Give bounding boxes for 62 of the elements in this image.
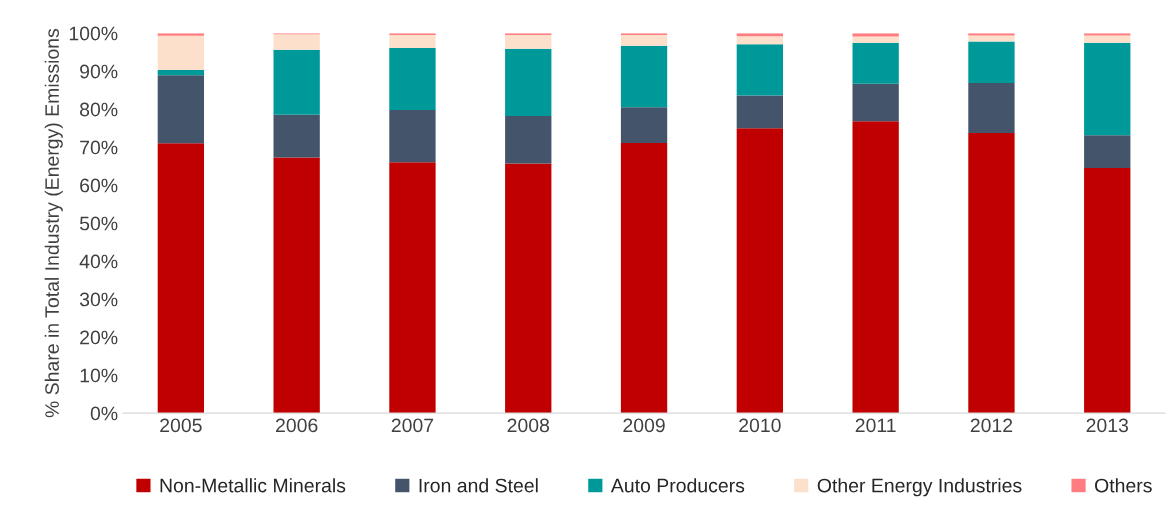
y-tick-label: 20% — [80, 330, 118, 345]
bar — [505, 115, 552, 164]
legend-label: Auto Producers — [610, 478, 745, 493]
x-tick-label: 2011 — [855, 418, 896, 433]
bar — [389, 109, 436, 163]
bar — [1084, 35, 1131, 43]
bar — [157, 143, 205, 414]
bar — [1084, 168, 1131, 414]
y-tick-label: 70% — [80, 140, 118, 155]
bar — [736, 44, 784, 96]
bar — [505, 48, 552, 116]
bar — [505, 163, 552, 414]
bar — [273, 49, 320, 115]
bar — [273, 114, 320, 158]
bar — [389, 162, 436, 414]
y-tick-label: 30% — [79, 292, 118, 307]
bar — [620, 142, 668, 414]
bar — [1084, 42, 1131, 136]
legend-label: Other Energy Industries — [817, 478, 1022, 497]
x-tick-label: 2013 — [1086, 418, 1129, 433]
x-tick-label: 2012 — [970, 418, 1013, 433]
bar — [620, 107, 668, 143]
bar — [505, 35, 552, 49]
x-tick-label: 2005 — [160, 418, 202, 433]
bar — [273, 34, 320, 50]
x-tick-label: 2008 — [507, 418, 550, 433]
y-tick-label: 50% — [79, 216, 118, 231]
x-tick-label: 2006 — [276, 418, 318, 433]
y-tick-label: 10% — [80, 368, 118, 383]
bar — [852, 83, 899, 122]
bar — [273, 157, 320, 414]
x-tick-label: 2007 — [391, 418, 434, 433]
bar — [968, 41, 1015, 83]
bar — [852, 36, 899, 43]
x-tick-label: 2009 — [623, 418, 665, 433]
y-tick-label: 40% — [79, 254, 118, 269]
bar — [157, 75, 205, 144]
y-tick-label: 100% — [69, 26, 118, 41]
legend-label: Iron and Steel — [419, 478, 538, 493]
bar — [736, 36, 784, 45]
y-tick-label: 0% — [90, 406, 118, 421]
x-tick-label: 2010 — [739, 418, 781, 433]
bar — [620, 35, 668, 46]
y-tick-label: 60% — [80, 178, 118, 193]
bar — [389, 47, 436, 110]
bar — [620, 45, 668, 108]
bar — [157, 35, 205, 71]
bar — [157, 70, 205, 76]
y-tick-label: 80% — [80, 102, 118, 117]
bar — [1084, 135, 1131, 169]
legend-label: Non-Metallic Minerals — [160, 478, 346, 493]
bar — [968, 82, 1015, 134]
bar — [968, 133, 1015, 414]
bar — [852, 121, 899, 414]
y-tick-label: 90% — [80, 64, 118, 79]
bar — [736, 128, 784, 414]
bar — [736, 95, 784, 129]
bar — [968, 35, 1015, 42]
legend-label: Others — [1095, 478, 1152, 493]
bar — [852, 42, 899, 84]
y-axis-title: % Share in Total Industry (Energy) Emissions — [44, 28, 63, 418]
bar — [389, 35, 436, 48]
